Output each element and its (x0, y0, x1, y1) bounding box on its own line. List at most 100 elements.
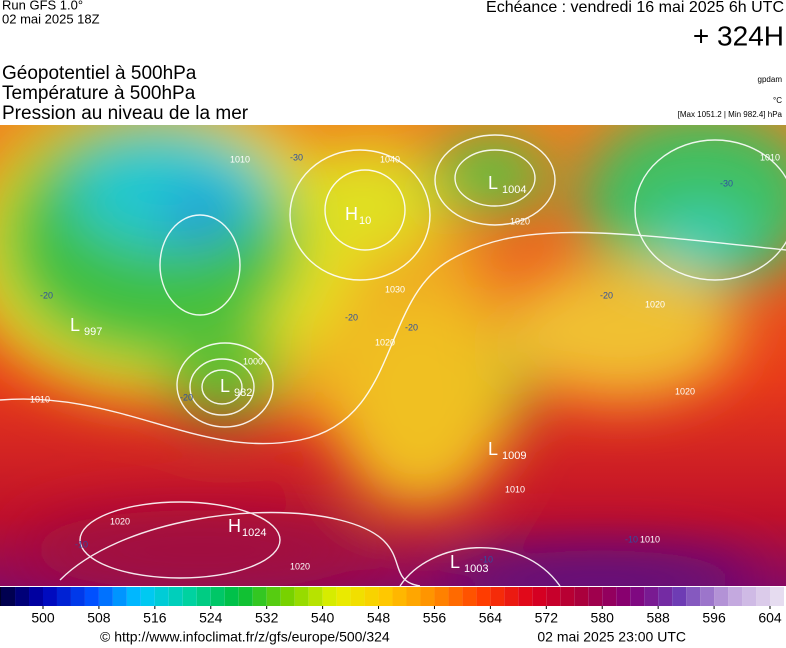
unit-temperature: °C (773, 96, 782, 105)
colorbar-swatch (224, 587, 239, 606)
colorbar-tick-label: 604 (758, 610, 782, 626)
forecast-time: Echéance : vendredi 16 mai 2025 6h UTC (486, 0, 784, 16)
colorbar-swatch (112, 587, 127, 606)
colorbar-swatch (168, 587, 183, 606)
isobar-label: 1010 (640, 534, 660, 544)
map-field (0, 125, 786, 586)
colorbar-swatch (364, 587, 379, 606)
isobar-label: 1020 (110, 516, 130, 526)
pressure-center-value: 10 (359, 215, 371, 227)
colorbar-swatch (392, 587, 407, 606)
colorbar-swatch (560, 587, 575, 606)
colorbar-swatch (504, 587, 519, 606)
pressure-center-value: 982 (234, 387, 252, 399)
colorbar-swatch (546, 587, 561, 606)
colorbar-swatch (490, 587, 505, 606)
colorbar-tick-label: 564 (479, 610, 503, 626)
colorbar-swatch (15, 587, 30, 606)
colorbar-swatch (322, 587, 337, 606)
colorbar-swatch (476, 587, 491, 606)
colorbar-tick-label: 524 (199, 610, 223, 626)
colorbar-swatch (574, 587, 589, 606)
colorbar-swatch (378, 587, 393, 606)
colorbar-swatch (1, 587, 16, 606)
colorbar-tick-label: 556 (423, 610, 447, 626)
temperature-label: -30 (720, 178, 733, 188)
colorbar-swatch (588, 587, 603, 606)
colorbar-swatch (43, 587, 57, 606)
colorbar-swatch (70, 587, 85, 606)
colorbar-swatch (406, 587, 421, 606)
isobar-label: 1020 (290, 561, 310, 571)
colorbar-swatch (532, 587, 547, 606)
colorbar-swatch (658, 587, 673, 606)
colorbar-tick-label: 532 (255, 610, 279, 626)
temperature-label: -20 (345, 312, 358, 322)
colorbar-swatch (770, 587, 784, 606)
isobar-label: 1040 (380, 154, 400, 164)
colorbar-swatch (420, 587, 435, 606)
footer-url: © http://www.infoclimat.fr/z/gfs/europe/… (100, 629, 390, 645)
colorbar-swatch (84, 587, 99, 606)
colorbar-tick-label: 580 (591, 610, 615, 626)
isobar-label: 1010 (760, 152, 780, 162)
colorbar-swatch (280, 587, 295, 606)
colorbar-swatch (98, 587, 113, 606)
temperature-label: -20 (40, 290, 53, 300)
colorbar-swatch (252, 587, 267, 606)
pressure-center-letter: H (345, 204, 358, 224)
colorbar-swatch (672, 587, 687, 606)
colorbar-swatch (602, 587, 617, 606)
pressure-center-letter: H (228, 516, 241, 536)
colorbar-swatch (448, 587, 463, 606)
isobar-label: 1020 (510, 216, 530, 226)
colorbar-swatch (742, 587, 757, 606)
pressure-center-letter: L (488, 439, 498, 459)
colorbar-tick-label: 540 (311, 610, 335, 626)
colorbar: 500 508 516 524 532 540 548 556 564 572 580 588 596 6… (0, 587, 784, 626)
isobar-label: 1010 (230, 154, 250, 164)
colorbar-swatch (518, 587, 533, 606)
temperature-label: -20 (600, 290, 613, 300)
colorbar-swatch (266, 587, 281, 606)
lead-time: + 324H (693, 20, 784, 51)
colorbar-swatch (630, 587, 645, 606)
pressure-center-letter: L (450, 552, 460, 572)
colorbar-swatch (434, 587, 449, 606)
colorbar-swatch (756, 587, 770, 606)
footer-time: 02 mai 2025 23:00 UTC (537, 629, 686, 645)
pressure-center-value: 1024 (242, 527, 266, 539)
pressure-center-value: 1004 (502, 184, 526, 196)
colorbar-swatch (350, 587, 365, 606)
colorbar-tick-label: 516 (143, 610, 167, 626)
temperature-label: -10 (625, 534, 638, 544)
isobar-label: 1020 (375, 337, 395, 347)
pressure-center-value: 1009 (502, 450, 526, 462)
run-label: Run GFS 1.0° (2, 0, 83, 12)
pressure-center-letter: L (488, 173, 498, 193)
colorbar-swatch (154, 587, 169, 606)
colorbar-swatch (238, 587, 253, 606)
colorbar-swatch (686, 587, 701, 606)
isobar-label: 1020 (645, 299, 665, 309)
pressure-center-value: 997 (84, 326, 102, 338)
pressure-center-letter: L (220, 376, 230, 396)
title-geopotential: Géopotentiel à 500hPa (2, 63, 197, 84)
colorbar-tick-label: 596 (702, 610, 726, 626)
temperature-label: -10 (75, 539, 88, 549)
colorbar-swatch (294, 587, 309, 606)
isobar-label: 1010 (505, 484, 525, 494)
isobar-label: 1000 (243, 356, 263, 366)
colorbar-swatch (700, 587, 715, 606)
colorbar-swatch (210, 587, 225, 606)
colorbar-swatch (308, 587, 323, 606)
temperature-label: -20 (405, 322, 418, 332)
colorbar-tick-label: 500 (31, 610, 55, 626)
colorbar-swatch (462, 587, 477, 606)
colorbar-tick-label: 588 (646, 610, 670, 626)
run-date: 02 mai 2025 18Z (2, 11, 100, 26)
colorbar-swatch (29, 587, 43, 606)
colorbar-tick-label: 572 (535, 610, 559, 626)
pressure-range: [Max 1051.2 | Min 982.4] hPa (678, 110, 783, 119)
